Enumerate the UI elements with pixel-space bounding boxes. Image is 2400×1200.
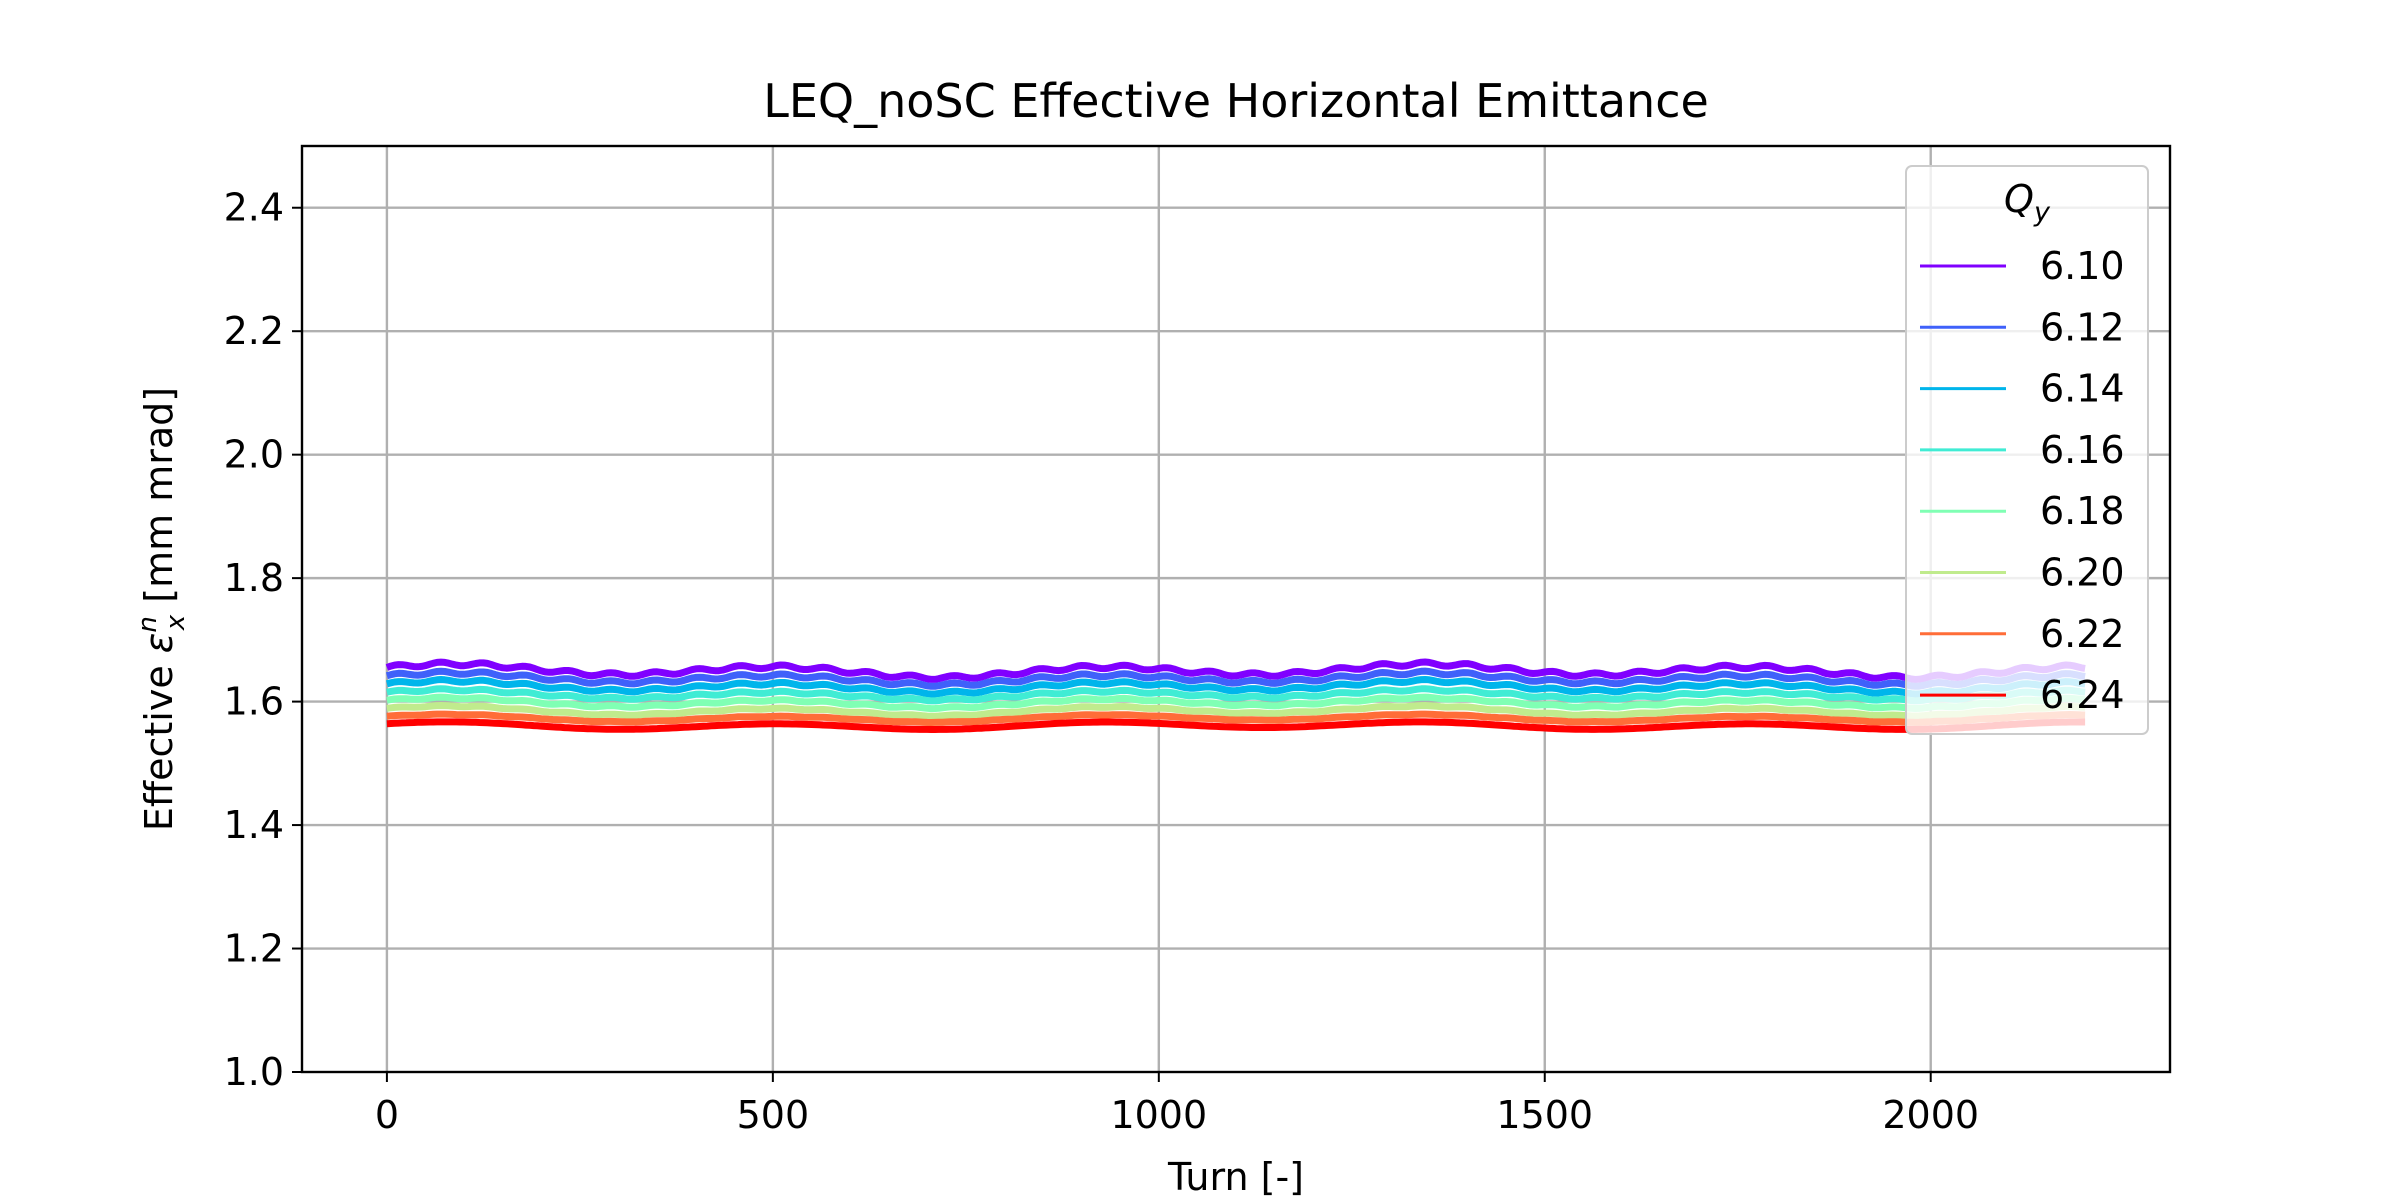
y-tick-label: 1.6	[224, 680, 284, 724]
y-tick-label: 1.2	[224, 927, 284, 971]
axis-ticks: 0 500 1000 1500 2000 1.0 1.2 1.4 1.6 1.8 2.0 2.2 2.4	[224, 186, 1980, 1137]
series-line-6.14	[386, 676, 2086, 698]
legend-title-subscript: y	[2033, 197, 2051, 228]
legend-label-6.14: 6.14	[2040, 367, 2125, 411]
y-tick-label: 2.4	[224, 186, 284, 230]
legend-box	[1905, 165, 2149, 735]
y-tick-label: 1.4	[224, 803, 284, 847]
x-tick-label: 1500	[1496, 1093, 1593, 1137]
series-line-6.22	[386, 710, 2086, 726]
legend-title-base: Q	[2004, 177, 2034, 221]
series-line-6.16	[386, 685, 2086, 705]
grid-lines	[302, 146, 2170, 1072]
x-tick-label: 0	[375, 1093, 399, 1137]
x-tick-label: 1000	[1110, 1093, 1207, 1137]
x-axis-label: Turn [-]	[1167, 1155, 1304, 1199]
x-tick-label: 2000	[1882, 1093, 1979, 1137]
legend-title: Qy	[2004, 177, 2051, 228]
legend-label-6.18: 6.18	[2040, 489, 2125, 533]
legend-label-6.16: 6.16	[2040, 428, 2125, 472]
y-axis-label-subscript: x	[161, 614, 191, 631]
y-axis-label-prefix: Effective	[137, 653, 181, 831]
legend-label-6.20: 6.20	[2040, 551, 2125, 595]
legend-items: 6.10 6.12 6.14 6.16 6.18 6.20 6.22 6.24	[1920, 244, 2125, 717]
series-line-6.12	[385, 667, 2086, 690]
series-line-6.24	[386, 718, 2086, 733]
y-tick-label: 1.8	[224, 556, 284, 600]
y-tick-label: 2.0	[224, 433, 284, 477]
y-axis-label-suffix: [mm mrad]	[137, 387, 181, 615]
legend-label-6.12: 6.12	[2040, 305, 2125, 349]
y-tick-label: 2.2	[224, 309, 284, 353]
plot-frame	[300, 144, 2172, 1074]
legend-label-6.10: 6.10	[2040, 244, 2125, 288]
series-line-6.20	[386, 702, 2086, 720]
series-line-6.18	[386, 693, 2086, 713]
y-axis-label: Effective εnx [mm mrad]	[133, 387, 191, 831]
x-tick-label: 500	[737, 1093, 810, 1137]
y-axis-label-symbol: ε	[137, 633, 181, 654]
legend: Qy 6.10 6.12 6.14 6.16 6.18 6.20 6.22 6.24	[1905, 165, 2149, 735]
legend-label-6.24: 6.24	[2040, 673, 2125, 717]
series-line-6.10	[385, 658, 2086, 683]
legend-label-6.22: 6.22	[2040, 612, 2125, 656]
y-tick-label: 1.0	[224, 1050, 284, 1094]
series-lines	[385, 658, 2086, 733]
chart-title: LEQ_noSC Effective Horizontal Emittance	[763, 74, 1709, 128]
y-axis-label-superscript: n	[133, 616, 163, 632]
